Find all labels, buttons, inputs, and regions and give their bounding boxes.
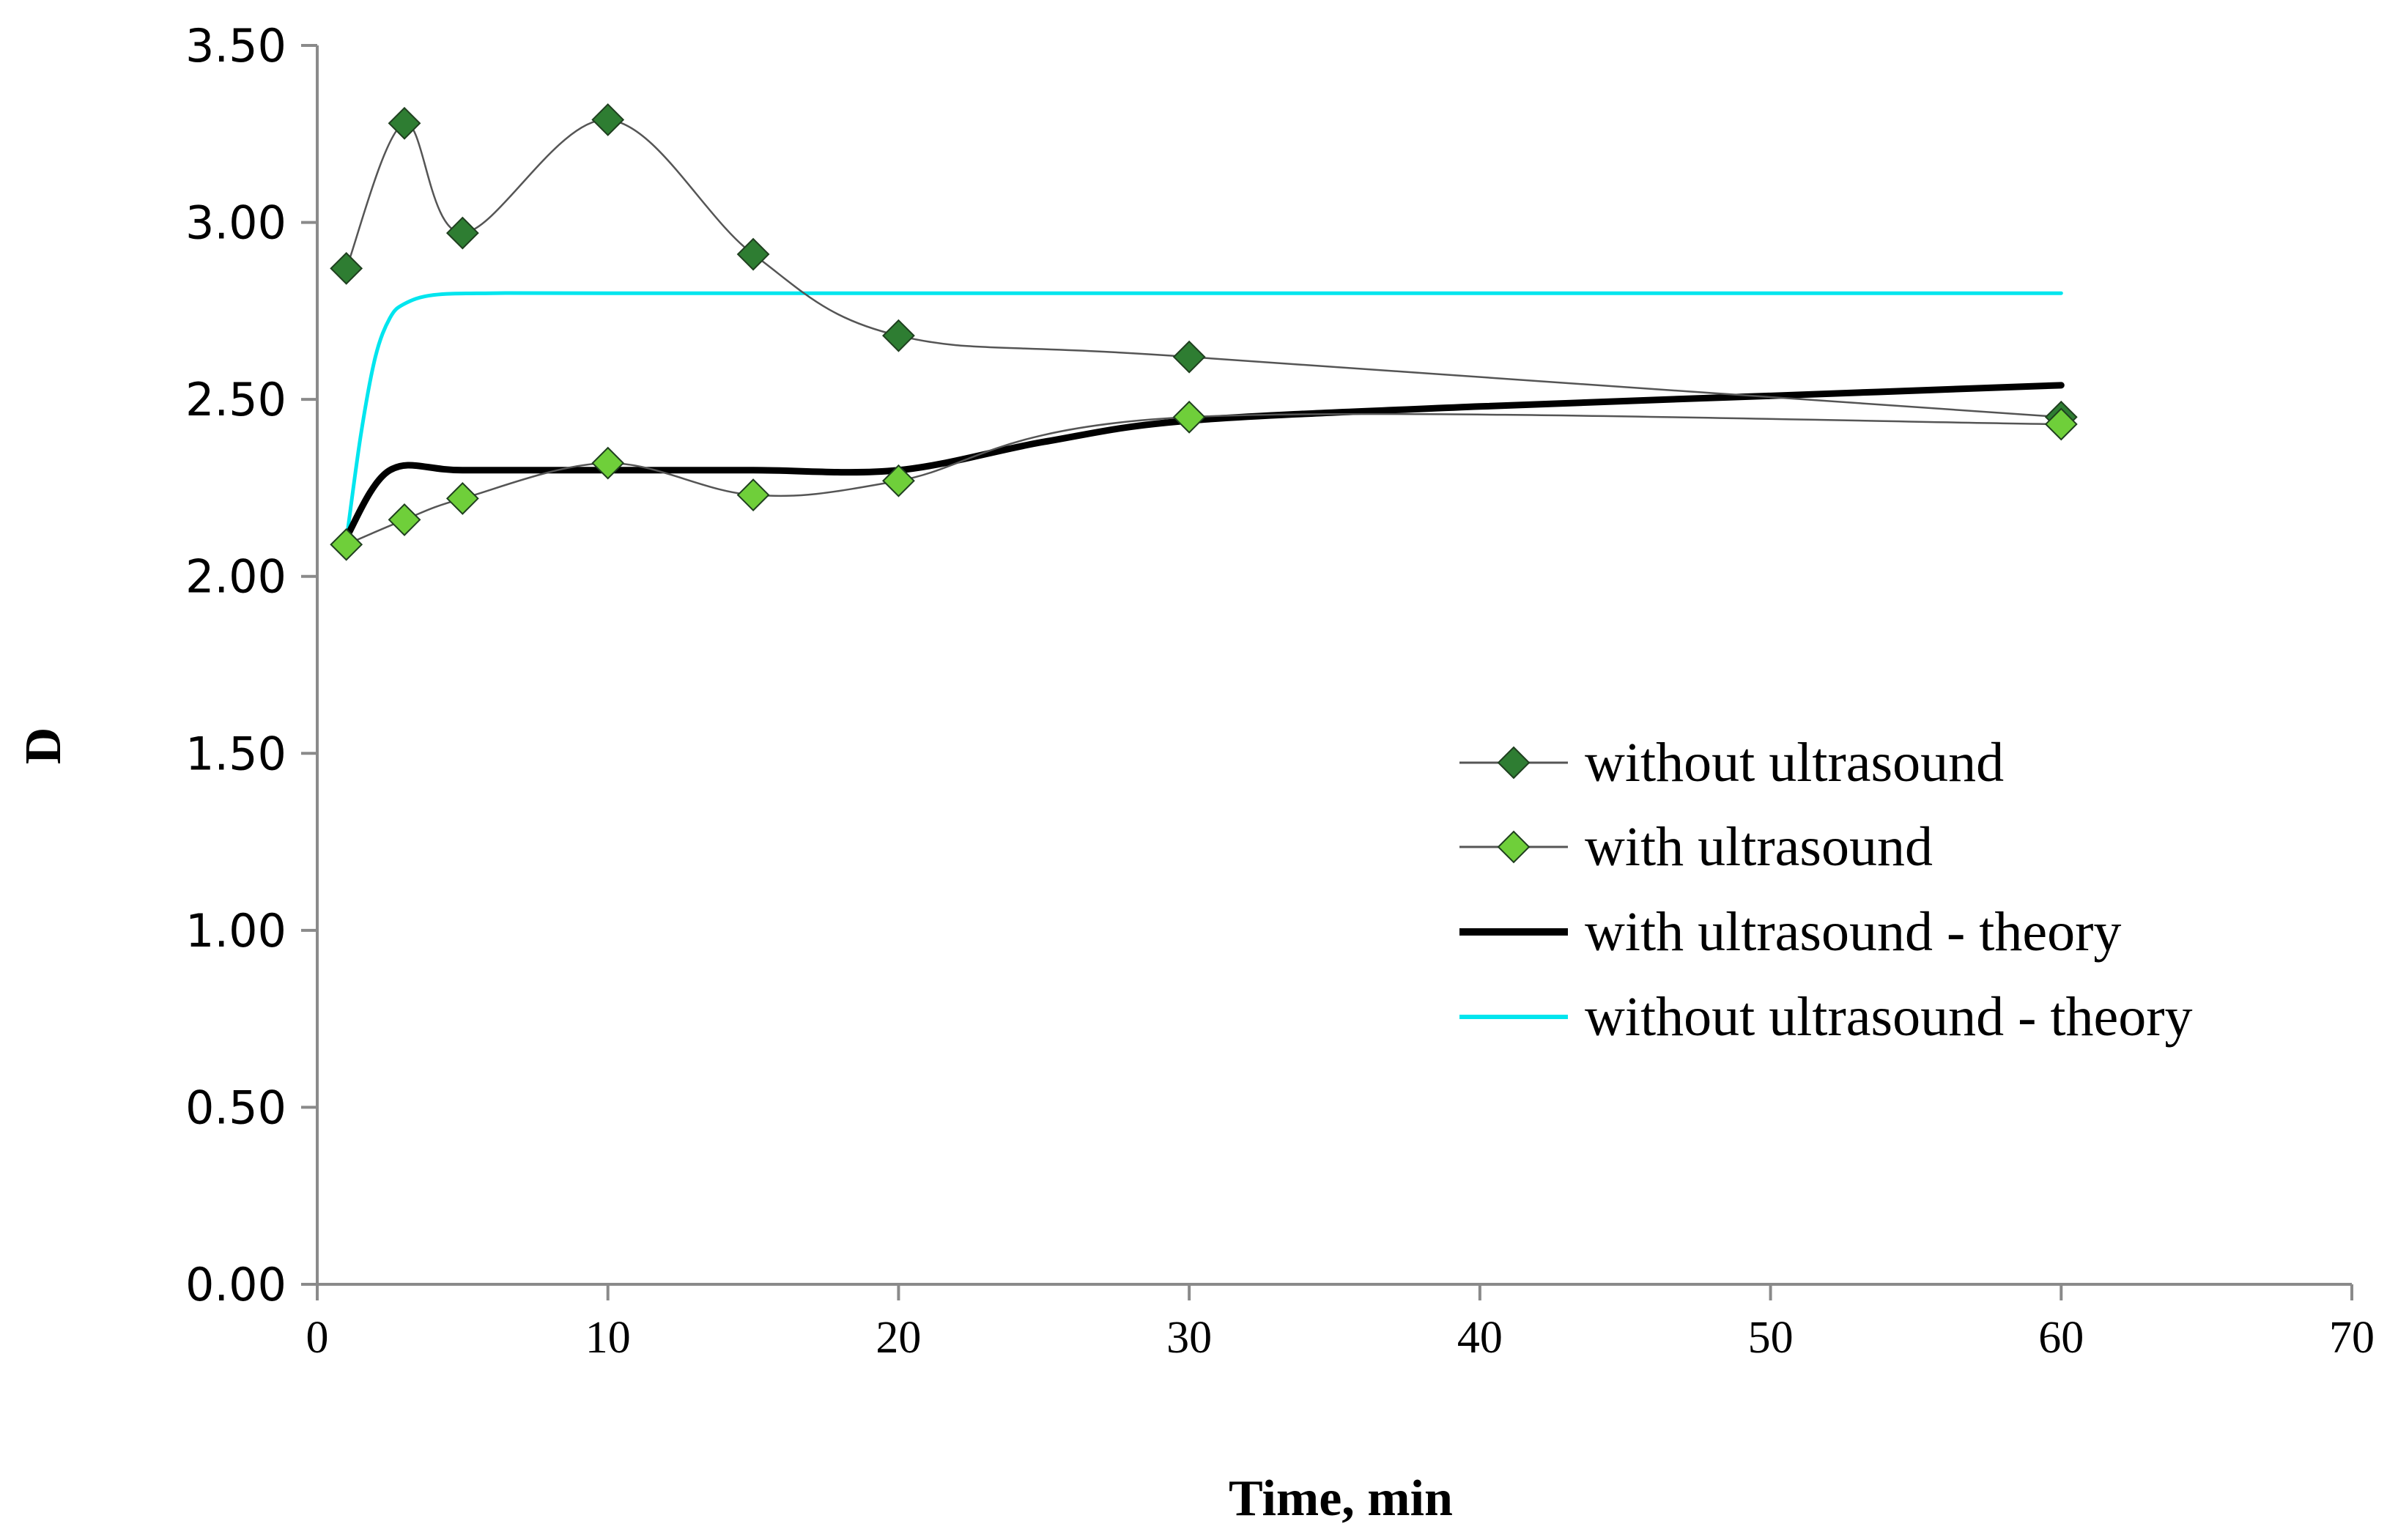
x-ticks: 0 10 20 30 40 50 60 70: [306, 1284, 2375, 1363]
series-without-ultrasound: [330, 103, 2078, 434]
y-tick-label: 2.50: [185, 373, 286, 426]
series-line: [344, 291, 2063, 543]
series-line: [343, 382, 2065, 541]
axes: 0.00 0.50 1.00 1.50 2.00 2.50 3.00 3.50 0 10 20 30…: [185, 19, 2375, 1363]
x-tick-label: 60: [2038, 1313, 2084, 1363]
x-tick-label: 40: [1457, 1313, 1503, 1363]
x-axis-title: Time, min: [1229, 1470, 1453, 1527]
y-tick-label: 2.00: [185, 550, 286, 604]
series-layer: [330, 103, 2078, 561]
x-tick-label: 10: [585, 1313, 631, 1363]
y-tick-label: 3.00: [185, 196, 286, 250]
y-tick-label: 0.50: [185, 1081, 286, 1134]
y-tick-label: 3.50: [185, 19, 286, 73]
data-point: [882, 464, 915, 497]
data-point: [1172, 340, 1206, 374]
data-point: [591, 446, 625, 480]
legend-marker: [1497, 746, 1531, 780]
data-point: [2044, 407, 2078, 441]
x-tick-label: 20: [876, 1313, 921, 1363]
legend-label: with ultrasound - theory: [1585, 901, 2121, 963]
x-tick-label: 50: [1748, 1313, 1794, 1363]
x-tick-label: 0: [306, 1313, 329, 1363]
series-with-ultrasound-theory: [343, 382, 2065, 541]
series-line: [345, 119, 2062, 418]
data-point: [882, 319, 915, 352]
legend-label: without ultrasound: [1585, 732, 2004, 793]
y-tick-label: 1.00: [185, 904, 286, 958]
legend-marker: [1497, 830, 1531, 864]
legend-item: without ultrasound - theory: [1459, 986, 2193, 1048]
x-tick-label: 70: [2329, 1313, 2375, 1363]
legend: without ultrasound with ultrasound with ul…: [1459, 732, 2193, 1048]
y-tick-label: 0.00: [185, 1258, 286, 1311]
data-point: [445, 482, 479, 515]
series-without-ultrasound-theory: [344, 291, 2063, 543]
legend-label: with ultrasound: [1585, 816, 1933, 878]
data-point: [330, 527, 363, 561]
legend-label: without ultrasound - theory: [1585, 986, 2193, 1048]
data-point: [1172, 400, 1206, 434]
x-tick-label: 30: [1166, 1313, 1212, 1363]
y-axis-title: D: [15, 728, 72, 765]
data-point: [445, 216, 479, 250]
y-ticks: 0.00 0.50 1.00 1.50 2.00 2.50 3.00 3.50: [185, 19, 317, 1311]
data-point: [330, 251, 363, 285]
legend-item: without ultrasound: [1459, 732, 2004, 793]
data-point: [388, 106, 421, 140]
data-point: [591, 103, 625, 136]
data-point: [736, 237, 770, 271]
legend-item: with ultrasound: [1459, 816, 1933, 878]
data-point: [736, 478, 770, 512]
legend-item: with ultrasound - theory: [1459, 901, 2121, 963]
data-point: [388, 503, 421, 536]
series-with-ultrasound: [330, 400, 2078, 561]
series-line: [345, 412, 2062, 546]
y-tick-label: 1.50: [185, 727, 286, 780]
